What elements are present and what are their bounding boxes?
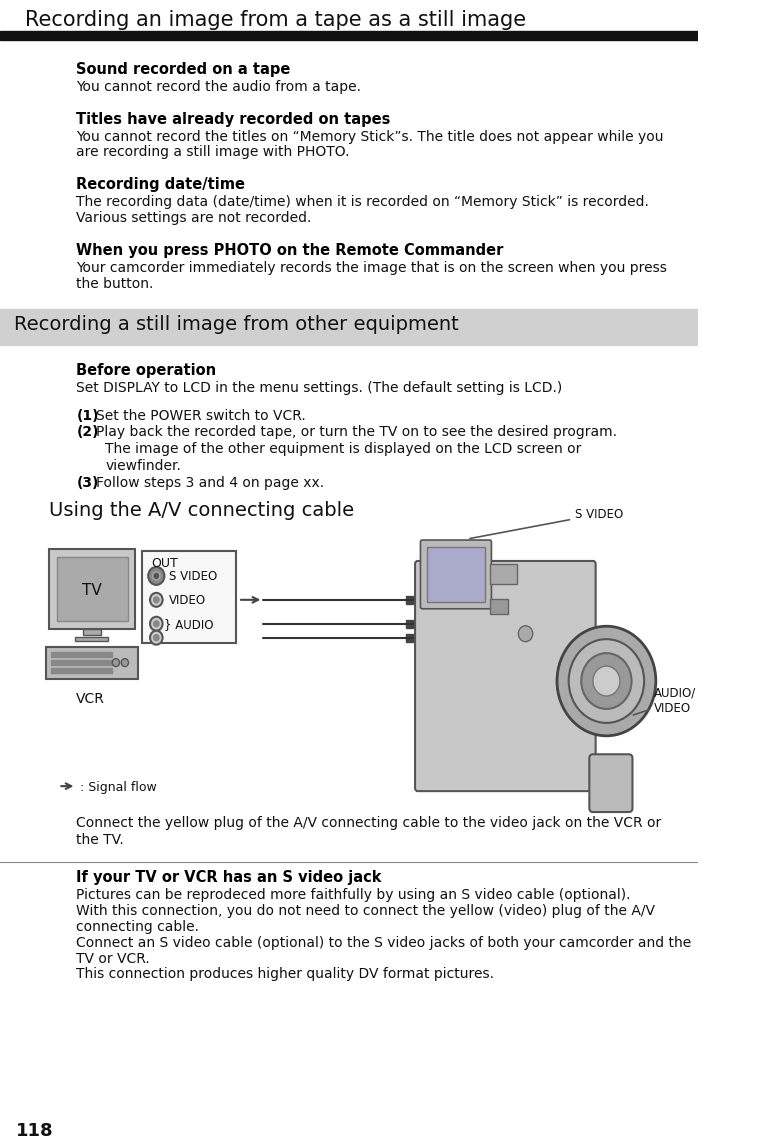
Text: Play back the recorded tape, or turn the TV on to see the desired program.: Play back the recorded tape, or turn the… <box>96 426 617 439</box>
Circle shape <box>154 597 159 603</box>
Bar <box>57 557 127 621</box>
Circle shape <box>153 572 160 580</box>
Bar <box>490 598 507 614</box>
Text: the button.: the button. <box>76 277 154 291</box>
Text: You cannot record the titles on “Memory Stick”s. The title does not appear while: You cannot record the titles on “Memory … <box>76 129 664 143</box>
Text: Using the A/V connecting cable: Using the A/V connecting cable <box>50 501 354 521</box>
Circle shape <box>150 617 162 630</box>
Text: (2): (2) <box>76 426 99 439</box>
Text: Titles have already recorded on tapes: Titles have already recorded on tapes <box>76 112 391 127</box>
Circle shape <box>150 630 162 645</box>
Text: viewfinder.: viewfinder. <box>105 460 181 474</box>
Text: (1): (1) <box>76 408 99 422</box>
Circle shape <box>121 659 128 667</box>
Bar <box>142 551 236 643</box>
Text: Connect an S video cable (optional) to the S video jacks of both your camcorder : Connect an S video cable (optional) to t… <box>76 936 692 950</box>
Bar <box>406 620 413 628</box>
Circle shape <box>518 626 533 642</box>
Bar <box>406 596 413 604</box>
Text: VCR: VCR <box>76 692 105 707</box>
Text: the TV.: the TV. <box>76 833 124 847</box>
Circle shape <box>113 659 120 667</box>
Circle shape <box>154 621 159 627</box>
Bar <box>51 668 113 673</box>
Text: The recording data (date/time) when it is recorded on “Memory Stick” is recorded: The recording data (date/time) when it i… <box>76 196 650 209</box>
Text: (3): (3) <box>76 476 99 491</box>
Text: S VIDEO: S VIDEO <box>169 571 217 583</box>
Text: VIDEO: VIDEO <box>169 595 206 607</box>
Bar <box>406 634 413 642</box>
Bar <box>46 646 138 678</box>
Bar <box>50 549 134 629</box>
FancyBboxPatch shape <box>589 754 632 812</box>
Text: TV: TV <box>82 583 102 598</box>
Text: This connection produces higher quality DV format pictures.: This connection produces higher quality … <box>76 968 494 982</box>
Circle shape <box>593 666 620 696</box>
Text: Sound recorded on a tape: Sound recorded on a tape <box>76 62 291 77</box>
Text: 118: 118 <box>16 1122 54 1139</box>
Text: : Signal flow: : Signal flow <box>80 780 157 794</box>
Text: Recording date/time: Recording date/time <box>76 177 246 192</box>
Text: Connect the yellow plug of the A/V connecting cable to the video jack on the VCR: Connect the yellow plug of the A/V conne… <box>76 816 661 831</box>
Text: You cannot record the audio from a tape.: You cannot record the audio from a tape. <box>76 80 361 94</box>
FancyBboxPatch shape <box>420 540 491 609</box>
Text: When you press PHOTO on the Remote Commander: When you press PHOTO on the Remote Comma… <box>76 244 503 259</box>
Bar <box>82 629 100 635</box>
Text: are recording a still image with PHOTO.: are recording a still image with PHOTO. <box>76 145 350 159</box>
Text: The image of the other equipment is displayed on the LCD screen or: The image of the other equipment is disp… <box>105 443 581 456</box>
Bar <box>490 564 517 583</box>
Text: connecting cable.: connecting cable. <box>76 920 200 934</box>
Text: Follow steps 3 and 4 on page xx.: Follow steps 3 and 4 on page xx. <box>96 476 324 491</box>
Bar <box>0 309 698 344</box>
Bar <box>75 637 108 641</box>
Text: Recording an image from a tape as a still image: Recording an image from a tape as a stil… <box>25 10 526 30</box>
Circle shape <box>581 653 632 709</box>
Circle shape <box>150 593 162 606</box>
FancyBboxPatch shape <box>415 561 596 792</box>
Circle shape <box>569 639 644 723</box>
Bar <box>427 547 485 602</box>
Text: OUT: OUT <box>151 557 178 570</box>
Circle shape <box>557 626 656 736</box>
Text: With this connection, you do not need to connect the yellow (video) plug of the : With this connection, you do not need to… <box>76 904 655 917</box>
Circle shape <box>148 567 165 585</box>
Text: Before operation: Before operation <box>76 363 217 378</box>
Text: } AUDIO: } AUDIO <box>165 618 214 631</box>
Text: Recording a still image from other equipment: Recording a still image from other equip… <box>14 315 459 334</box>
Text: AUDIO/
VIDEO: AUDIO/ VIDEO <box>633 686 696 715</box>
Text: S VIDEO: S VIDEO <box>470 508 623 539</box>
Text: Set DISPLAY to LCD in the menu settings. (The default setting is LCD.): Set DISPLAY to LCD in the menu settings.… <box>76 381 563 395</box>
Text: Pictures can be reprodeced more faithfully by using an S video cable (optional).: Pictures can be reprodeced more faithful… <box>76 888 631 901</box>
Bar <box>0 31 698 40</box>
Circle shape <box>154 635 159 641</box>
Bar <box>51 660 113 665</box>
Text: Various settings are not recorded.: Various settings are not recorded. <box>76 212 312 225</box>
Text: Set the POWER switch to VCR.: Set the POWER switch to VCR. <box>96 408 306 422</box>
Text: Your camcorder immediately records the image that is on the screen when you pres: Your camcorder immediately records the i… <box>76 261 667 275</box>
Text: TV or VCR.: TV or VCR. <box>76 952 150 966</box>
Bar <box>51 652 113 657</box>
Text: If your TV or VCR has an S video jack: If your TV or VCR has an S video jack <box>76 869 382 884</box>
